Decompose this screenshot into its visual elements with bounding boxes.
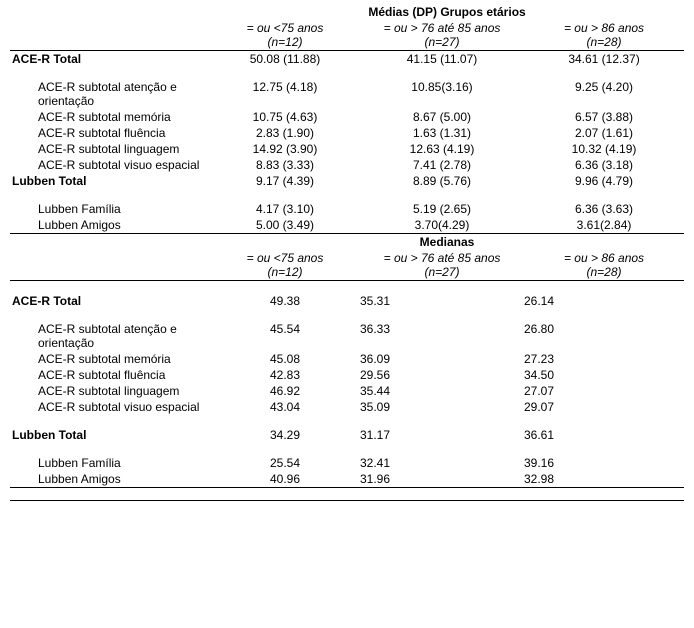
row-label: Lubben Total: [10, 173, 210, 189]
cell: 10.85(3.16): [360, 79, 524, 109]
cell: 35.09: [360, 399, 524, 415]
medians-header: Medianas: [210, 234, 684, 251]
cell: 10.75 (4.63): [210, 109, 360, 125]
row-label: ACE-R subtotal fluência: [10, 125, 210, 141]
cell: 9.25 (4.20): [524, 79, 684, 109]
cell: 4.17 (3.10): [210, 201, 360, 217]
cell: 35.44: [360, 383, 524, 399]
means-table: Médias (DP) Grupos etários = ou <75 anos…: [10, 4, 684, 503]
cell: 8.83 (3.33): [210, 157, 360, 173]
cell: 12.63 (4.19): [360, 141, 524, 157]
cell: 49.38: [210, 293, 360, 309]
means-header: Médias (DP) Grupos etários: [210, 4, 684, 20]
cell: 12.75 (4.18): [210, 79, 360, 109]
cell: 25.54: [210, 455, 360, 471]
group3-label-med: = ou > 86 anos(n=28): [524, 250, 684, 281]
cell: 32.41: [360, 455, 524, 471]
cell: 5.19 (2.65): [360, 201, 524, 217]
row-label: Lubben Amigos: [10, 217, 210, 234]
row-label: ACE-R subtotal atenção e orientação: [10, 79, 210, 109]
row-label: ACE-R Total: [10, 293, 210, 309]
group3-label: = ou > 86 anos(n=28): [524, 20, 684, 51]
cell: 14.92 (3.90): [210, 141, 360, 157]
cell: 5.00 (3.49): [210, 217, 360, 234]
cell: 41.15 (11.07): [360, 51, 524, 68]
row-label: ACE-R subtotal visuo espacial: [10, 399, 210, 415]
row-label: Lubben Família: [10, 201, 210, 217]
cell: 3.61(2.84): [524, 217, 684, 234]
cell: 8.67 (5.00): [360, 109, 524, 125]
cell: 39.16: [524, 455, 684, 471]
row-label: ACE-R subtotal linguagem: [10, 383, 210, 399]
cell: 7.41 (2.78): [360, 157, 524, 173]
cell: 50.08 (11.88): [210, 51, 360, 68]
row-label: Lubben Família: [10, 455, 210, 471]
cell: 1.63 (1.31): [360, 125, 524, 141]
cell: 36.33: [360, 321, 524, 351]
cell: 9.17 (4.39): [210, 173, 360, 189]
cell: 34.50: [524, 367, 684, 383]
cell: 6.57 (3.88): [524, 109, 684, 125]
cell: 36.09: [360, 351, 524, 367]
cell: 9.96 (4.79): [524, 173, 684, 189]
cell: 42.83: [210, 367, 360, 383]
cell: 6.36 (3.63): [524, 201, 684, 217]
cell: 6.36 (3.18): [524, 157, 684, 173]
cell: 46.92: [210, 383, 360, 399]
cell: 45.08: [210, 351, 360, 367]
cell: 34.29: [210, 427, 360, 443]
cell: 35.31: [360, 293, 524, 309]
cell: 36.61: [524, 427, 684, 443]
cell: 31.17: [360, 427, 524, 443]
statistics-table-page: Médias (DP) Grupos etários = ou <75 anos…: [0, 0, 694, 513]
row-label: ACE-R subtotal fluência: [10, 367, 210, 383]
row-label: ACE-R Total: [10, 51, 210, 68]
cell: 29.56: [360, 367, 524, 383]
cell: 29.07: [524, 399, 684, 415]
cell: 34.61 (12.37): [524, 51, 684, 68]
row-label: Lubben Total: [10, 427, 210, 443]
cell: 8.89 (5.76): [360, 173, 524, 189]
row-label: ACE-R subtotal atenção e orientação: [10, 321, 210, 351]
cell: 26.14: [524, 293, 684, 309]
cell: 31.96: [360, 471, 524, 488]
row-label: ACE-R subtotal visuo espacial: [10, 157, 210, 173]
cell: 27.07: [524, 383, 684, 399]
row-label: Lubben Amigos: [10, 471, 210, 488]
group1-label: = ou <75 anos(n=12): [210, 20, 360, 51]
group2-label: = ou > 76 até 85 anos(n=27): [360, 20, 524, 51]
cell: 26.80: [524, 321, 684, 351]
row-label: ACE-R subtotal memória: [10, 109, 210, 125]
cell: 3.70(4.29): [360, 217, 524, 234]
row-label: ACE-R subtotal memória: [10, 351, 210, 367]
cell: 27.23: [524, 351, 684, 367]
cell: 32.98: [524, 471, 684, 488]
cell: 2.83 (1.90): [210, 125, 360, 141]
cell: 2.07 (1.61): [524, 125, 684, 141]
cell: 40.96: [210, 471, 360, 488]
cell: 43.04: [210, 399, 360, 415]
group1-label-med: = ou <75 anos(n=12): [210, 250, 360, 281]
row-label: ACE-R subtotal linguagem: [10, 141, 210, 157]
group2-label-med: = ou > 76 até 85 anos(n=27): [360, 250, 524, 281]
cell: 45.54: [210, 321, 360, 351]
cell: 10.32 (4.19): [524, 141, 684, 157]
